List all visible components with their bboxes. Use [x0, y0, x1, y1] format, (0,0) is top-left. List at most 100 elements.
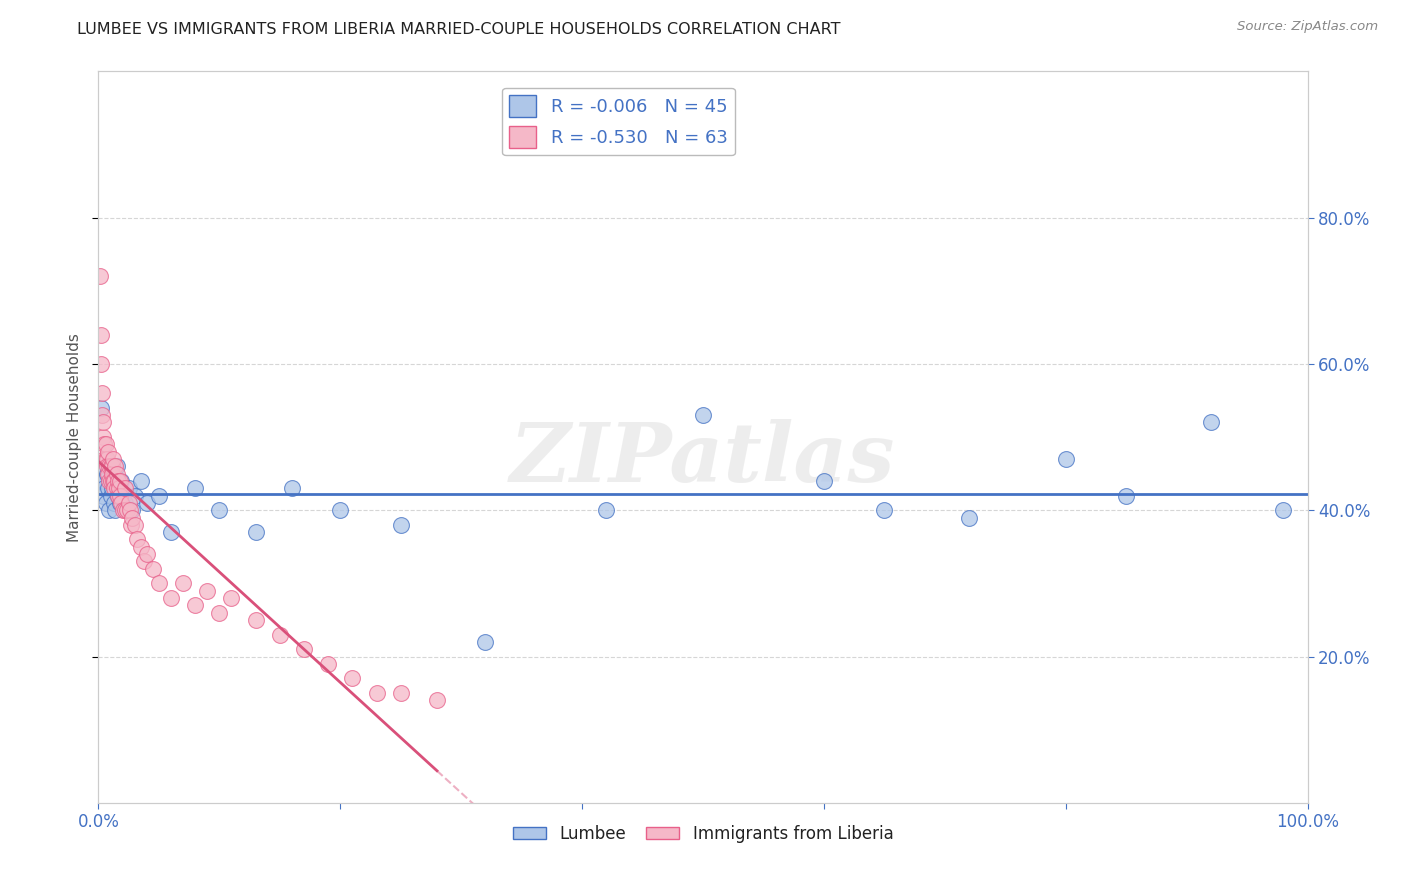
Point	[208, 606, 231, 620]
Point	[329, 503, 352, 517]
Point	[94, 437, 117, 451]
Point	[104, 503, 127, 517]
Point	[114, 503, 136, 517]
Point	[94, 496, 117, 510]
Point	[93, 474, 115, 488]
Point	[118, 481, 141, 495]
Point	[160, 525, 183, 540]
Point	[118, 503, 141, 517]
Point	[184, 599, 207, 613]
Point	[184, 481, 207, 495]
Point	[873, 503, 896, 517]
Point	[91, 459, 114, 474]
Point	[107, 474, 129, 488]
Point	[108, 481, 131, 495]
Point	[100, 459, 122, 474]
Point	[1054, 452, 1077, 467]
Point	[121, 510, 143, 524]
Point	[91, 430, 114, 444]
Point	[93, 481, 115, 495]
Point	[117, 503, 139, 517]
Point	[957, 510, 980, 524]
Point	[98, 459, 121, 474]
Point	[98, 503, 121, 517]
Point	[90, 401, 112, 415]
Point	[101, 474, 124, 488]
Point	[100, 459, 122, 474]
Point	[342, 672, 364, 686]
Point	[474, 635, 496, 649]
Point	[97, 481, 120, 495]
Point	[426, 693, 449, 707]
Point	[292, 642, 315, 657]
Point	[389, 686, 412, 700]
Point	[98, 474, 121, 488]
Point	[135, 496, 157, 510]
Point	[111, 489, 134, 503]
Point	[1199, 416, 1222, 430]
Point	[101, 474, 124, 488]
Point	[90, 357, 112, 371]
Point	[245, 613, 267, 627]
Point	[90, 327, 112, 342]
Point	[114, 496, 136, 510]
Y-axis label: Married-couple Households: Married-couple Households	[66, 333, 82, 541]
Point	[160, 591, 183, 605]
Point	[94, 452, 117, 467]
Point	[104, 459, 127, 474]
Point	[281, 481, 304, 495]
Point	[105, 459, 128, 474]
Point	[89, 269, 111, 284]
Point	[172, 576, 194, 591]
Point	[110, 496, 132, 510]
Text: Source: ZipAtlas.com: Source: ZipAtlas.com	[1237, 20, 1378, 33]
Point	[813, 474, 835, 488]
Point	[108, 481, 131, 495]
Point	[91, 386, 114, 401]
Point	[120, 517, 142, 532]
Text: LUMBEE VS IMMIGRANTS FROM LIBERIA MARRIED-COUPLE HOUSEHOLDS CORRELATION CHART: LUMBEE VS IMMIGRANTS FROM LIBERIA MARRIE…	[77, 22, 841, 37]
Point	[103, 481, 125, 495]
Point	[389, 517, 412, 532]
Point	[108, 496, 131, 510]
Point	[100, 489, 122, 503]
Point	[108, 474, 131, 488]
Point	[135, 547, 157, 561]
Point	[195, 583, 218, 598]
Point	[142, 562, 165, 576]
Point	[103, 496, 125, 510]
Point	[100, 467, 122, 481]
Point	[316, 657, 339, 671]
Text: ZIPatlas: ZIPatlas	[510, 419, 896, 499]
Point	[100, 474, 122, 488]
Point	[103, 474, 125, 488]
Point	[105, 467, 128, 481]
Point	[96, 467, 118, 481]
Point	[93, 437, 115, 451]
Point	[124, 517, 146, 532]
Point	[129, 540, 152, 554]
Point	[91, 416, 114, 430]
Point	[91, 474, 114, 488]
Point	[108, 489, 131, 503]
Point	[366, 686, 388, 700]
Point	[97, 444, 120, 458]
Point	[595, 503, 617, 517]
Point	[245, 525, 267, 540]
Point	[97, 467, 120, 481]
Point	[100, 481, 122, 495]
Point	[148, 576, 170, 591]
Point	[692, 408, 714, 422]
Point	[134, 554, 156, 568]
Point	[96, 459, 118, 474]
Point	[93, 452, 115, 467]
Point	[121, 503, 143, 517]
Point	[208, 503, 231, 517]
Point	[124, 489, 146, 503]
Point	[91, 408, 114, 422]
Point	[118, 496, 141, 510]
Point	[107, 489, 129, 503]
Legend: Lumbee, Immigrants from Liberia: Lumbee, Immigrants from Liberia	[506, 818, 900, 849]
Point	[1272, 503, 1295, 517]
Point	[110, 474, 132, 488]
